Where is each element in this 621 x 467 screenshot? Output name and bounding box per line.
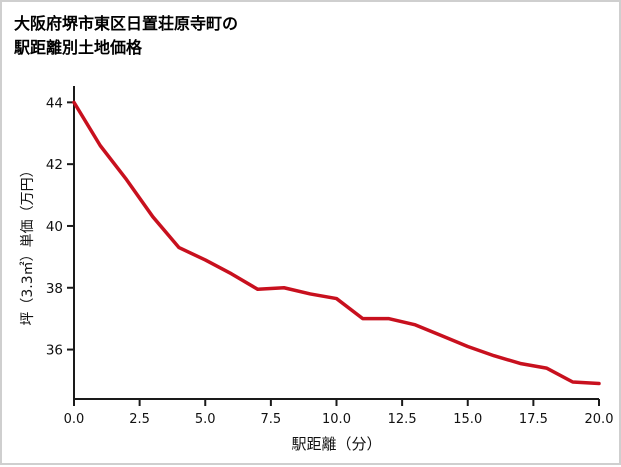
x-tick-label: 15.0: [453, 412, 482, 427]
chart-title-line2: 駅距離別土地価格: [14, 38, 143, 57]
x-tick-label: 12.5: [388, 412, 417, 427]
x-axis-label: 駅距離（分）: [291, 435, 381, 453]
y-tick-label: 44: [46, 95, 63, 111]
price-line-series: [72, 100, 601, 386]
chart-title-line1: 大阪府堺市東区日置荘原寺町の: [14, 14, 239, 33]
x-tick-label: 2.5: [129, 412, 150, 427]
x-tick-label: 5.0: [195, 412, 216, 427]
chart-title: 大阪府堺市東区日置荘原寺町の 駅距離別土地価格: [14, 12, 238, 60]
y-tick-label: 40: [46, 219, 63, 235]
x-tick-label: 7.5: [261, 412, 282, 427]
x-tick-label: 17.5: [519, 412, 548, 427]
x-tick-label: 10.0: [322, 412, 351, 427]
y-tick-label: 36: [46, 343, 63, 359]
y-axis-label: 坪（3.3㎡）単価（万円）: [20, 163, 36, 325]
y-tick-label: 38: [46, 281, 63, 297]
x-tick-label: 20.0: [585, 412, 614, 427]
x-tick-label: 0.0: [64, 412, 85, 427]
y-tick-label: 42: [46, 157, 63, 173]
